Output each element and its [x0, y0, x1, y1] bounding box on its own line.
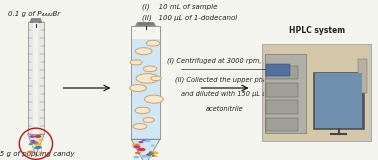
Circle shape [29, 135, 35, 138]
Circle shape [135, 48, 152, 55]
Circle shape [143, 118, 154, 122]
FancyBboxPatch shape [313, 72, 364, 129]
FancyBboxPatch shape [262, 44, 371, 141]
Circle shape [142, 139, 146, 141]
Text: acetonitrile: acetonitrile [206, 106, 244, 112]
Circle shape [133, 145, 140, 148]
Circle shape [39, 139, 44, 141]
Circle shape [141, 155, 147, 158]
Circle shape [37, 152, 43, 154]
Circle shape [143, 66, 157, 72]
Circle shape [149, 151, 152, 153]
Circle shape [130, 84, 146, 92]
Polygon shape [131, 39, 160, 139]
Text: 0.1 g of P₄₄₄₂Br: 0.1 g of P₄₄₄₂Br [8, 11, 60, 17]
Circle shape [137, 148, 146, 151]
Text: (I)    10 mL of sample: (I) 10 mL of sample [142, 3, 217, 10]
Circle shape [39, 152, 43, 154]
FancyBboxPatch shape [264, 45, 369, 140]
Circle shape [34, 135, 41, 138]
Circle shape [35, 146, 42, 149]
Circle shape [34, 147, 40, 149]
Circle shape [144, 95, 163, 103]
Polygon shape [28, 134, 44, 155]
FancyBboxPatch shape [266, 64, 290, 76]
FancyBboxPatch shape [266, 100, 298, 114]
Circle shape [151, 151, 159, 155]
Circle shape [28, 143, 33, 145]
Circle shape [27, 151, 34, 153]
Circle shape [146, 140, 150, 142]
Text: 0.5 g of popping candy: 0.5 g of popping candy [0, 151, 75, 157]
Circle shape [130, 60, 142, 65]
Text: (II)   100 μL of 1-dodecanol: (II) 100 μL of 1-dodecanol [142, 14, 237, 21]
Circle shape [26, 143, 34, 146]
Circle shape [133, 156, 139, 159]
Polygon shape [135, 22, 156, 26]
Circle shape [29, 143, 32, 144]
Circle shape [135, 152, 141, 154]
Circle shape [147, 152, 154, 155]
Circle shape [151, 144, 155, 146]
Circle shape [146, 40, 160, 46]
Polygon shape [30, 18, 42, 22]
FancyBboxPatch shape [358, 59, 367, 93]
Circle shape [31, 141, 36, 143]
Text: and diluted with 150 μL of: and diluted with 150 μL of [181, 91, 269, 97]
Circle shape [28, 136, 33, 137]
Circle shape [151, 156, 159, 160]
Text: (II) Collected the upper phase: (II) Collected the upper phase [175, 77, 275, 83]
Circle shape [152, 155, 155, 156]
Text: (I) Centrifuged at 3000 rpm, 3 min: (I) Centrifuged at 3000 rpm, 3 min [167, 57, 283, 64]
Circle shape [32, 140, 35, 141]
FancyBboxPatch shape [266, 66, 298, 79]
Circle shape [135, 144, 139, 145]
Circle shape [151, 76, 161, 81]
Circle shape [152, 156, 158, 159]
Circle shape [132, 143, 141, 147]
Circle shape [133, 124, 147, 129]
Circle shape [135, 107, 150, 114]
FancyBboxPatch shape [266, 83, 298, 97]
Circle shape [35, 143, 42, 146]
Circle shape [136, 74, 159, 83]
Circle shape [31, 140, 33, 141]
Polygon shape [131, 139, 160, 160]
Polygon shape [28, 22, 44, 134]
Circle shape [146, 151, 152, 154]
FancyBboxPatch shape [315, 73, 362, 128]
Circle shape [37, 152, 40, 154]
Circle shape [35, 135, 41, 138]
Text: HPLC system: HPLC system [288, 26, 345, 35]
FancyBboxPatch shape [265, 54, 305, 133]
Polygon shape [33, 22, 39, 134]
Circle shape [29, 150, 32, 152]
Circle shape [147, 157, 150, 158]
FancyBboxPatch shape [266, 118, 298, 131]
Circle shape [138, 141, 144, 143]
Circle shape [31, 141, 39, 144]
Circle shape [146, 154, 152, 156]
